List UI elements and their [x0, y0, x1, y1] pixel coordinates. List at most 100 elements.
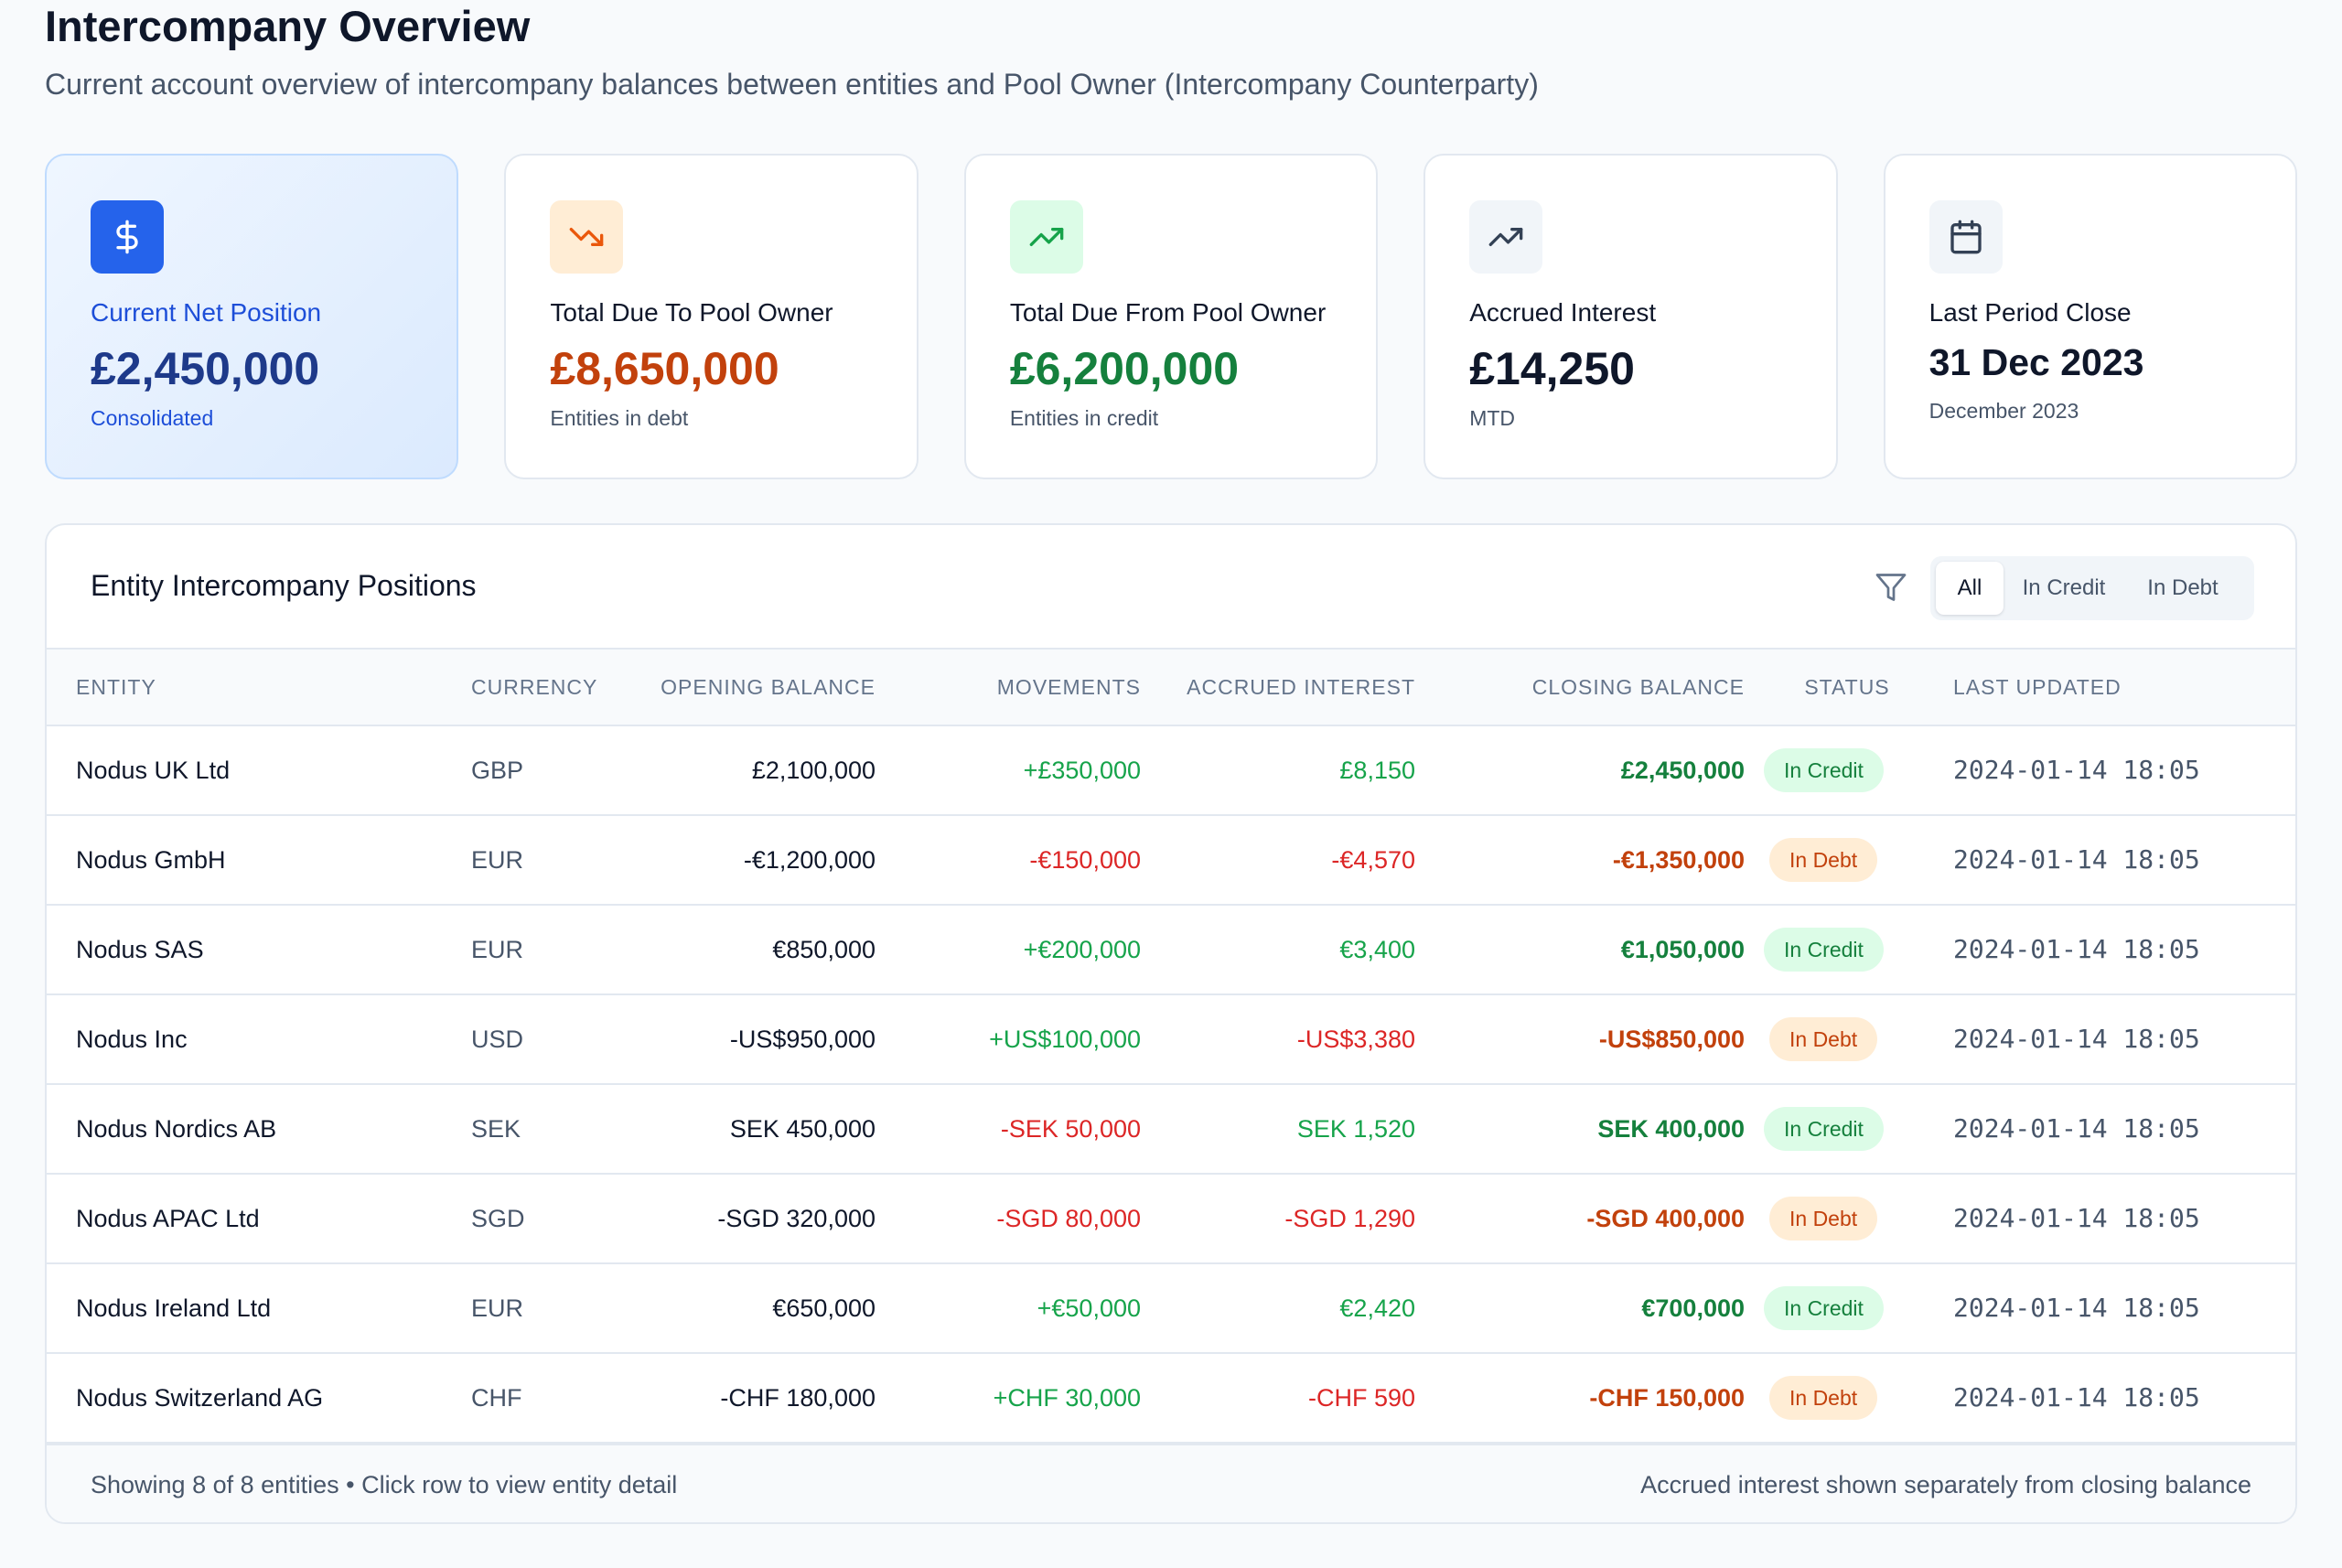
currency-code: EUR — [471, 936, 524, 963]
column-header-currency[interactable]: CURRENCY — [471, 675, 598, 699]
currency-code: EUR — [471, 1294, 524, 1322]
column-header-movements[interactable]: MOVEMENTS — [996, 675, 1141, 699]
filter-in-debt-button[interactable]: In Debt — [2147, 575, 2218, 600]
status-badge: In Credit — [1764, 1286, 1884, 1330]
panel-title: Entity Intercompany Positions — [91, 569, 477, 602]
card-value: £6,200,000 — [1009, 343, 1240, 394]
card-current-net-position: Current Net Position £2,450,000 Consolid… — [45, 154, 459, 479]
trending-down-icon — [550, 200, 624, 274]
opening-balance: SEK 450,000 — [729, 1115, 876, 1143]
column-header-closing-balance[interactable]: CLOSING BALANCE — [1531, 675, 1745, 699]
card-label: Total Due To Pool Owner — [550, 298, 833, 327]
entity-name: Nodus Ireland Ltd — [76, 1294, 272, 1322]
movements: -SEK 50,000 — [1000, 1115, 1141, 1143]
interest-note-text: Accrued interest shown separately from c… — [1640, 1471, 2251, 1498]
status-badge: In Debt — [1769, 838, 1878, 882]
accrued-interest: SEK 1,520 — [1296, 1115, 1415, 1143]
last-updated: 2024-01-14 18:05 — [1953, 1293, 2200, 1323]
page-subtitle: Current account overview of intercompany… — [45, 68, 1539, 101]
table-row[interactable]: Nodus GmbH EUR -€1,200,000 -€150,000 -€4… — [47, 816, 2295, 906]
accrued-interest: -€4,570 — [1331, 846, 1415, 874]
currency-code: EUR — [471, 846, 524, 874]
status-badge: In Debt — [1769, 1197, 1878, 1240]
filter-icon[interactable] — [1875, 571, 1907, 604]
movements: +US$100,000 — [989, 1026, 1141, 1053]
closing-balance: -SGD 400,000 — [1586, 1205, 1745, 1232]
column-header-opening-balance[interactable]: OPENING BALANCE — [661, 675, 876, 699]
entity-positions-panel: Entity Intercompany Positions All In Cre… — [45, 523, 2297, 1524]
closing-balance: SEK 400,000 — [1597, 1115, 1745, 1143]
closing-balance: -CHF 150,000 — [1589, 1384, 1745, 1412]
column-header-entity[interactable]: ENTITY — [76, 675, 156, 699]
table-row[interactable]: Nodus UK Ltd GBP £2,100,000 +£350,000 £8… — [47, 726, 2295, 816]
last-updated: 2024-01-14 18:05 — [1953, 1113, 2200, 1144]
table-footer: Showing 8 of 8 entities • Click row to v… — [47, 1444, 2295, 1522]
trending-up-icon — [1469, 200, 1543, 274]
table-body: Nodus UK Ltd GBP £2,100,000 +£350,000 £8… — [47, 726, 2295, 1444]
opening-balance: -SGD 320,000 — [717, 1205, 876, 1232]
movements: +CHF 30,000 — [993, 1384, 1141, 1412]
entity-name: Nodus Switzerland AG — [76, 1384, 324, 1412]
movements: -SGD 80,000 — [996, 1205, 1141, 1232]
table-row[interactable]: Nodus Ireland Ltd EUR €650,000 +€50,000 … — [47, 1264, 2295, 1354]
closing-balance: €700,000 — [1641, 1294, 1745, 1322]
card-value: £8,650,000 — [550, 343, 779, 394]
column-header-accrued-interest[interactable]: ACCRUED INTEREST — [1187, 675, 1415, 699]
card-last-period-close: Last Period Close 31 Dec 2023 December 2… — [1883, 154, 2298, 479]
status-badge: In Credit — [1764, 748, 1884, 792]
table-row[interactable]: Nodus Switzerland AG CHF -CHF 180,000 +C… — [47, 1354, 2295, 1444]
card-label: Current Net Position — [91, 298, 322, 327]
dollar-icon — [91, 200, 164, 274]
opening-balance: €650,000 — [772, 1294, 876, 1322]
table-row[interactable]: Nodus APAC Ltd SGD -SGD 320,000 -SGD 80,… — [47, 1175, 2295, 1264]
card-note: Consolidated — [91, 406, 214, 430]
card-note: MTD — [1469, 406, 1516, 430]
last-updated: 2024-01-14 18:05 — [1953, 755, 2200, 785]
table-row[interactable]: Nodus SAS EUR €850,000 +€200,000 €3,400 … — [47, 906, 2295, 995]
status-badge: In Credit — [1764, 1107, 1884, 1151]
card-note: December 2023 — [1928, 399, 2079, 423]
closing-balance: -€1,350,000 — [1612, 846, 1745, 874]
row-count-text: Showing 8 of 8 entities • Click row to v… — [91, 1471, 678, 1498]
card-label: Total Due From Pool Owner — [1009, 298, 1327, 327]
entity-name: Nodus Nordics AB — [76, 1115, 277, 1143]
last-updated: 2024-01-14 18:05 — [1953, 1203, 2200, 1233]
last-updated: 2024-01-14 18:05 — [1953, 1024, 2200, 1054]
page-title: Intercompany Overview — [45, 2, 531, 50]
currency-code: USD — [471, 1026, 524, 1053]
filter-all-button[interactable]: All — [1936, 562, 2004, 615]
status-badge: In Credit — [1764, 928, 1884, 972]
currency-code: CHF — [471, 1384, 522, 1412]
summary-cards: Current Net Position £2,450,000 Consolid… — [45, 154, 2298, 479]
entity-name: Nodus APAC Ltd — [76, 1205, 260, 1232]
accrued-interest: €2,420 — [1339, 1294, 1415, 1322]
last-updated: 2024-01-14 18:05 — [1953, 1382, 2200, 1412]
closing-balance: €1,050,000 — [1620, 936, 1745, 963]
status-filter-segmented-control: All In Credit In Debt — [1930, 556, 2254, 620]
closing-balance: -US$850,000 — [1598, 1026, 1745, 1053]
filter-in-credit-button[interactable]: In Credit — [2022, 575, 2106, 600]
card-value: 31 Dec 2023 — [1928, 341, 2144, 383]
column-header-status[interactable]: STATUS — [1804, 675, 1890, 699]
last-updated: 2024-01-14 18:05 — [1953, 844, 2200, 875]
currency-code: SEK — [471, 1115, 521, 1143]
movements: +€50,000 — [1037, 1294, 1141, 1322]
card-total-due-to-pool-owner: Total Due To Pool Owner £8,650,000 Entit… — [504, 154, 919, 479]
movements: +£350,000 — [1023, 757, 1141, 784]
table-row[interactable]: Nodus Inc USD -US$950,000 +US$100,000 -U… — [47, 995, 2295, 1085]
opening-balance: -US$950,000 — [729, 1026, 876, 1053]
movements: -€150,000 — [1029, 846, 1141, 874]
last-updated: 2024-01-14 18:05 — [1953, 934, 2200, 964]
entity-name: Nodus UK Ltd — [76, 757, 231, 784]
status-badge: In Debt — [1769, 1017, 1878, 1061]
card-total-due-from-pool-owner: Total Due From Pool Owner £6,200,000 Ent… — [963, 154, 1379, 479]
entity-name: Nodus GmbH — [76, 846, 226, 874]
panel-header: Entity Intercompany Positions All In Cre… — [47, 525, 2295, 650]
table-row[interactable]: Nodus Nordics AB SEK SEK 450,000 -SEK 50… — [47, 1085, 2295, 1175]
opening-balance: £2,100,000 — [751, 757, 876, 784]
column-header-last-updated[interactable]: LAST UPDATED — [1953, 675, 2122, 699]
opening-balance: €850,000 — [772, 936, 876, 963]
card-note: Entities in credit — [1009, 406, 1159, 430]
card-label: Last Period Close — [1928, 298, 2132, 327]
